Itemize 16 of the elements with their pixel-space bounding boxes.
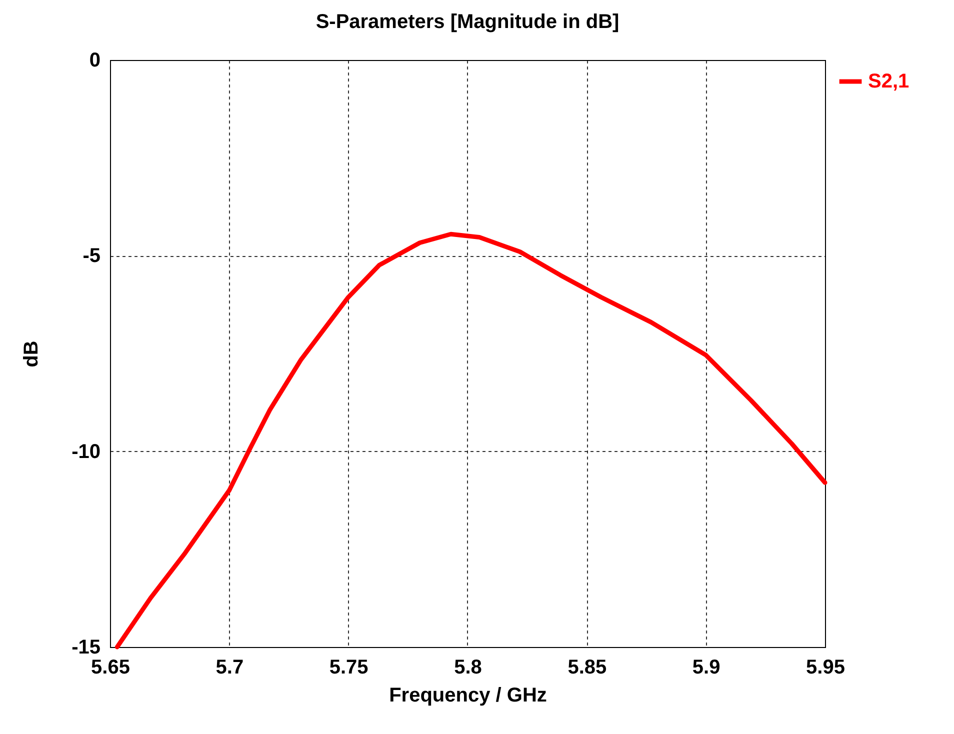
chart-title: S-Parameters [Magnitude in dB] bbox=[316, 11, 620, 33]
x-tick-label: 5.85 bbox=[568, 656, 607, 678]
line-series bbox=[114, 232, 828, 650]
legend-label: S2,1 bbox=[868, 70, 910, 92]
x-tick-label: 5.75 bbox=[329, 656, 368, 678]
x-tick-label: 5.8 bbox=[454, 656, 482, 678]
y-tick-label: -15 bbox=[72, 636, 100, 658]
y-tick-label: -10 bbox=[72, 440, 100, 463]
x-tick-label: 5.95 bbox=[806, 656, 845, 678]
x-tick-label: 5.7 bbox=[216, 656, 244, 678]
y-axis-title: dB bbox=[20, 340, 43, 368]
x-tick-label: 5.65 bbox=[91, 656, 130, 678]
x-axis-title: Frequency / GHz bbox=[389, 684, 547, 706]
x-tick-label: 5.9 bbox=[692, 656, 720, 678]
y-tick-label: 0 bbox=[89, 50, 100, 72]
y-tick-label: -5 bbox=[82, 245, 100, 268]
